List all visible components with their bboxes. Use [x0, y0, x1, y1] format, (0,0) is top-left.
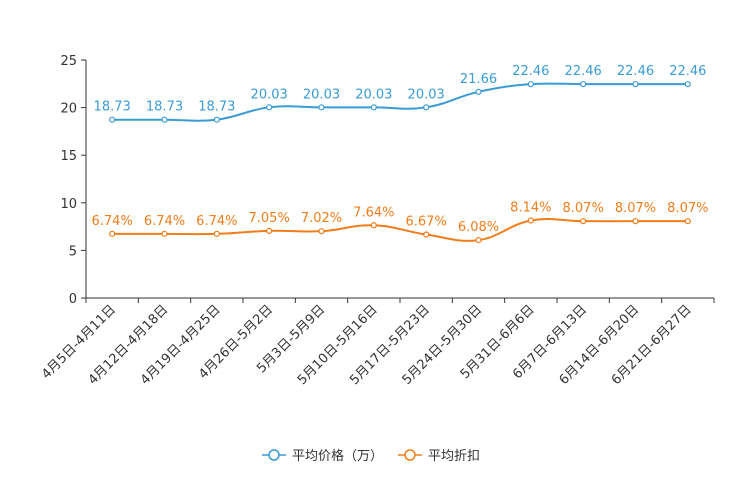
y-tick-label: 5	[69, 244, 77, 259]
data-point	[161, 230, 168, 237]
data-label: 6.08%	[458, 220, 499, 235]
y-tick-label: 0	[69, 292, 77, 307]
data-label: 18.73	[198, 100, 235, 115]
data-point	[266, 104, 273, 111]
series-points	[109, 81, 691, 244]
data-point	[632, 81, 639, 88]
y-tick-label: 20	[60, 102, 77, 117]
data-label: 7.02%	[301, 211, 342, 226]
data-label: 18.73	[146, 100, 183, 115]
data-label: 22.46	[512, 64, 549, 79]
data-label: 21.66	[460, 72, 497, 87]
series-data-labels: 18.73 18.73 18.73 20.03 20.03 20.03 20.03 21.66…	[92, 64, 709, 235]
data-label: 22.46	[617, 64, 654, 79]
data-label: 8.14%	[510, 201, 551, 216]
data-label: 20.03	[303, 87, 340, 102]
data-point	[632, 218, 639, 225]
y-tick-label: 10	[60, 197, 77, 212]
data-label: 18.73	[94, 100, 131, 115]
data-point	[161, 116, 168, 123]
data-label: 6.74%	[144, 214, 185, 229]
legend-marker-icon	[404, 449, 416, 461]
data-label: 22.46	[565, 64, 602, 79]
data-point	[684, 218, 691, 225]
data-point	[370, 222, 377, 229]
data-point	[423, 104, 430, 111]
data-label: 7.05%	[249, 211, 290, 226]
data-label: 8.07%	[667, 201, 708, 216]
legend-label: 平均折扣	[428, 449, 480, 464]
data-point	[580, 218, 587, 225]
data-point	[109, 230, 116, 237]
legend-marker-icon	[268, 449, 280, 461]
data-point	[318, 104, 325, 111]
data-point	[580, 81, 587, 88]
data-label: 6.74%	[92, 214, 133, 229]
data-point	[213, 230, 220, 237]
data-label: 22.46	[669, 64, 706, 79]
data-point	[213, 116, 220, 123]
y-tick-label: 25	[60, 54, 77, 69]
data-point	[475, 88, 482, 95]
data-point	[109, 116, 116, 123]
data-point	[527, 217, 534, 224]
data-point	[684, 81, 691, 88]
data-point	[318, 228, 325, 235]
series-lines	[112, 82, 688, 242]
legend-label: 平均价格（万）	[292, 448, 383, 464]
data-label: 6.67%	[406, 215, 447, 230]
y-tick-label: 15	[60, 149, 77, 164]
data-label: 8.07%	[615, 201, 656, 216]
data-label: 8.07%	[563, 201, 604, 216]
data-point	[370, 104, 377, 111]
data-label: 20.03	[355, 87, 392, 102]
data-point	[423, 231, 430, 238]
data-point	[266, 227, 273, 234]
series-line-1	[112, 217, 688, 242]
series-line-0	[112, 82, 688, 122]
data-label: 20.03	[251, 87, 288, 102]
chart-legend: 平均价格（万） 平均折扣	[262, 448, 480, 464]
data-point	[527, 81, 534, 88]
data-point	[475, 237, 482, 244]
data-label: 20.03	[408, 87, 445, 102]
data-label: 7.64%	[353, 205, 394, 220]
data-label: 6.74%	[196, 214, 237, 229]
